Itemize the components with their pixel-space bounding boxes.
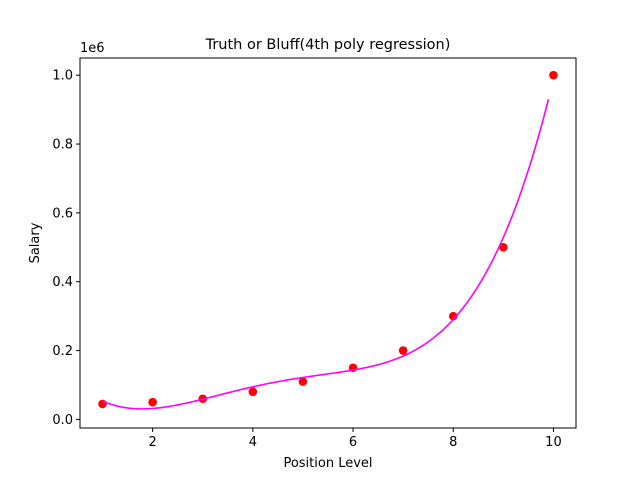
data-point <box>499 243 508 252</box>
y-tick-label: 0.2 <box>52 344 73 359</box>
plot-area <box>98 70 558 410</box>
x-tick-label: 6 <box>349 435 357 450</box>
y-axis: 0.0 0.2 0.4 0.6 0.8 1.0 <box>52 69 80 428</box>
data-point <box>398 346 408 355</box>
data-point <box>98 399 107 409</box>
y-tick-label: 0.6 <box>52 206 73 221</box>
chart-title: Truth or Bluff(4th poly regression) <box>205 37 451 53</box>
data-point <box>248 387 258 397</box>
y-tick-label: 0.4 <box>52 275 73 290</box>
data-point <box>298 377 308 386</box>
regression-curve <box>102 99 550 410</box>
y-offset-label: 1e6 <box>80 41 105 56</box>
x-tick-label: 10 <box>545 435 562 450</box>
y-tick-label: 0.0 <box>52 413 73 428</box>
y-axis-label: Salary <box>28 222 43 263</box>
x-tick-label: 4 <box>249 435 257 450</box>
data-point <box>148 397 157 407</box>
x-tick-label: 2 <box>149 435 157 450</box>
axes-frame <box>79 57 577 429</box>
x-tick-label: 8 <box>449 435 457 450</box>
x-axis: 2 4 6 8 10 <box>149 428 562 450</box>
data-point <box>549 70 558 80</box>
y-tick-label: 1.0 <box>52 69 73 84</box>
x-axis-label: Position Level <box>283 456 372 471</box>
y-tick-label: 0.8 <box>52 138 73 153</box>
